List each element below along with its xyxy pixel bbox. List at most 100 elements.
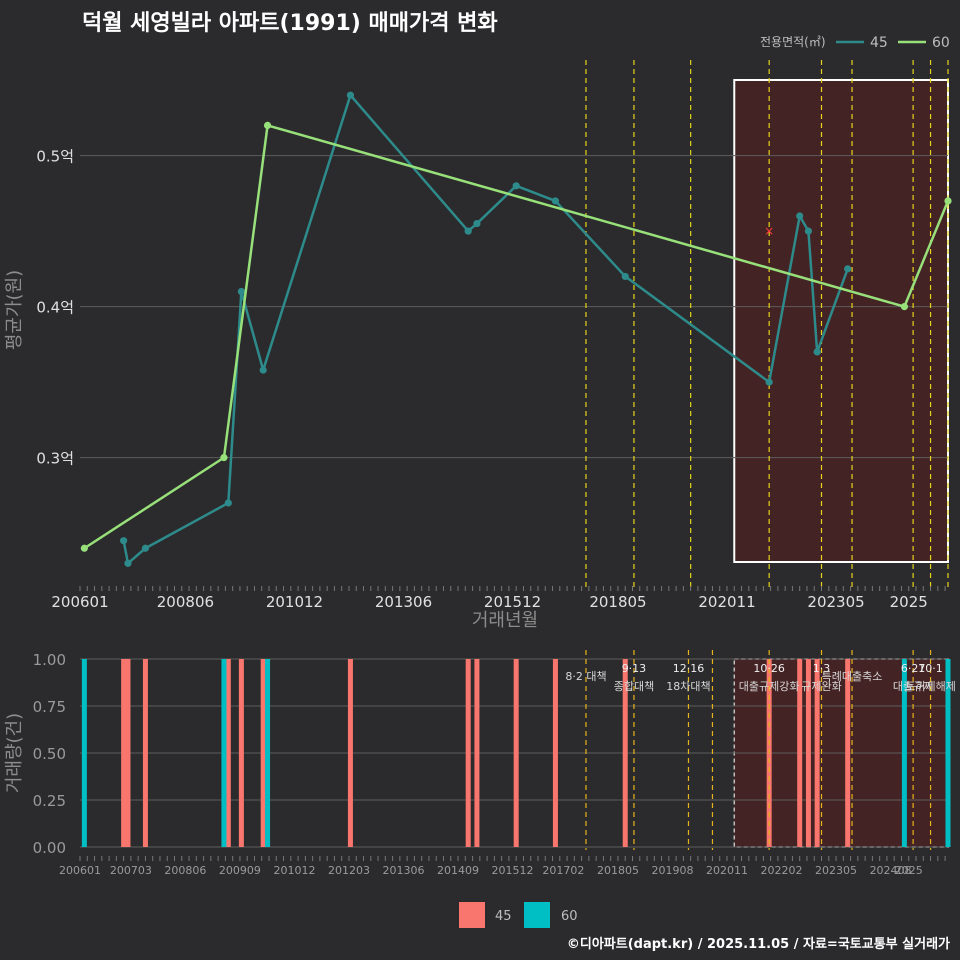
event-label: 토허제해제 xyxy=(905,679,956,693)
volume-legend-swatch-45 xyxy=(459,902,485,928)
data-point-45 xyxy=(259,366,267,374)
x-tick-label: 202305 xyxy=(807,593,864,611)
volume-legend: 45 60 xyxy=(459,902,578,928)
event-label: 18차대책 xyxy=(666,680,710,693)
volume-bar-45 xyxy=(805,659,811,847)
data-point-45 xyxy=(473,219,481,228)
volume-x-tick-label: 201702 xyxy=(542,864,584,877)
legend-label-45: 45 xyxy=(870,35,888,51)
data-point-45 xyxy=(813,348,821,356)
volume-legend-label-45: 45 xyxy=(495,909,512,924)
event-date: 12·16 xyxy=(673,662,705,675)
price-panel: 0.3억 0.4억 0.5억 200601 200806 201012 201306 2015… xyxy=(36,60,952,611)
x-axis-title: 거래년월 xyxy=(472,610,538,631)
volume-x-tick-label: 202011 xyxy=(706,864,748,877)
volume-bar-45 xyxy=(845,659,851,847)
volume-x-tick-label: 201409 xyxy=(437,864,479,877)
volume-bar-45 xyxy=(238,659,244,847)
chart-title: 덕월 세영빌라 아파트(1991) 매매가격 변화 xyxy=(82,11,498,36)
volume-bar-45 xyxy=(797,659,803,847)
data-point-45 xyxy=(464,227,472,235)
volume-bar-45 xyxy=(474,659,480,847)
data-point-45 xyxy=(765,378,773,386)
highlight-box xyxy=(733,79,949,563)
volume-x-tick-label: 200806 xyxy=(164,864,206,877)
volume-y-tick-label: 0.25 xyxy=(33,792,66,810)
event-label: 특례대출축소 xyxy=(822,670,883,683)
volume-x-tick-label: 201908 xyxy=(651,864,693,877)
x-tick-label: 201306 xyxy=(375,593,432,611)
volume-y-tick-label: 1.00 xyxy=(33,651,66,669)
volume-x-tick-label: 202202 xyxy=(761,864,803,877)
volume-bar-60 xyxy=(901,659,907,847)
volume-bar-60 xyxy=(221,659,227,847)
data-point-60 xyxy=(80,544,88,552)
volume-legend-swatch-60 xyxy=(524,902,550,928)
x-tick-label: 201512 xyxy=(484,593,541,611)
volume-bar-45 xyxy=(260,659,266,847)
data-point-45 xyxy=(237,287,245,296)
volume-bar-45 xyxy=(225,659,231,847)
marker-x: × xyxy=(764,224,774,238)
volume-bar-45 xyxy=(465,659,471,847)
data-point-45 xyxy=(551,197,560,205)
volume-bar-45 xyxy=(814,659,820,847)
volume-x-tick-label: 202408 xyxy=(870,864,912,877)
volume-x-tick-label: 201203 xyxy=(328,864,370,877)
event-date: 6·27 xyxy=(901,662,926,675)
data-point-45 xyxy=(120,537,128,545)
x-tick-label: 201012 xyxy=(266,593,323,611)
y-tick-label: 0.5억 xyxy=(36,148,74,166)
event-date: 10·1 xyxy=(918,662,943,675)
volume-x-tick-label: 200703 xyxy=(110,864,152,877)
volume-bar-45 xyxy=(552,659,558,847)
data-point-60 xyxy=(220,454,228,462)
data-point-45 xyxy=(796,212,804,220)
footer-credit: ©디아파트(dapt.kr) / 2025.11.05 / 자료=국토교통부 실… xyxy=(567,936,950,952)
volume-y-tick-label: 0.75 xyxy=(33,698,66,716)
volume-bar-60 xyxy=(945,659,951,847)
volume-y-tick-label: 0.00 xyxy=(33,839,66,857)
volume-bar-45 xyxy=(121,659,127,847)
volume-x-tick-label: 201805 xyxy=(597,864,639,877)
volume-bar-60 xyxy=(265,659,271,847)
volume-x-tick-label: 201306 xyxy=(383,864,425,877)
data-point-45 xyxy=(844,265,852,273)
volume-x-tick-label: 2025 xyxy=(895,864,923,877)
y-axis-title: 평균가(원) xyxy=(4,270,25,350)
volume-x-tick-label: 201512 xyxy=(492,864,534,877)
event-date: 1·3 xyxy=(813,662,831,675)
volume-bar-45 xyxy=(125,659,131,847)
volume-bar-45 xyxy=(142,659,148,847)
volume-x-tick-label: 201012 xyxy=(273,864,315,877)
volume-bar-45 xyxy=(513,659,519,847)
volume-y-axis-title: 거래량(건) xyxy=(4,713,25,793)
volume-panel: 0.00 0.25 0.50 0.75 1.00 8·2 대책 9·13 종합대책 12·16 1… xyxy=(33,650,956,877)
legend-title: 전용면적(㎡) xyxy=(760,35,826,49)
data-point-60 xyxy=(944,197,952,205)
data-point-45 xyxy=(804,227,813,235)
event-label: 대출규제강화 xyxy=(739,680,800,693)
data-point-45 xyxy=(621,272,629,281)
volume-bar-45 xyxy=(347,659,353,847)
x-tick-label: 201805 xyxy=(589,593,646,611)
y-tick-label: 0.4억 xyxy=(36,299,74,317)
price-legend: 전용면적(㎡) 45 60 xyxy=(760,35,950,51)
volume-x-tick-label: 200601 xyxy=(59,864,101,877)
volume-x-tick-label: 200909 xyxy=(219,864,261,877)
x-tick-label: 200806 xyxy=(157,593,214,611)
volume-bar-45 xyxy=(622,659,628,847)
legend-label-60: 60 xyxy=(932,35,950,51)
data-point-45 xyxy=(346,91,355,99)
data-point-45 xyxy=(224,499,232,507)
data-point-45 xyxy=(512,182,520,190)
y-tick-label: 0.3억 xyxy=(36,450,74,468)
volume-bar-60 xyxy=(81,659,87,847)
x-tick-label: 202011 xyxy=(698,593,755,611)
data-point-60 xyxy=(263,121,272,130)
event-date: 10·26 xyxy=(753,662,785,675)
volume-y-tick-label: 0.50 xyxy=(33,745,66,763)
event-date: 9·13 xyxy=(622,662,647,675)
data-point-60 xyxy=(900,303,908,311)
